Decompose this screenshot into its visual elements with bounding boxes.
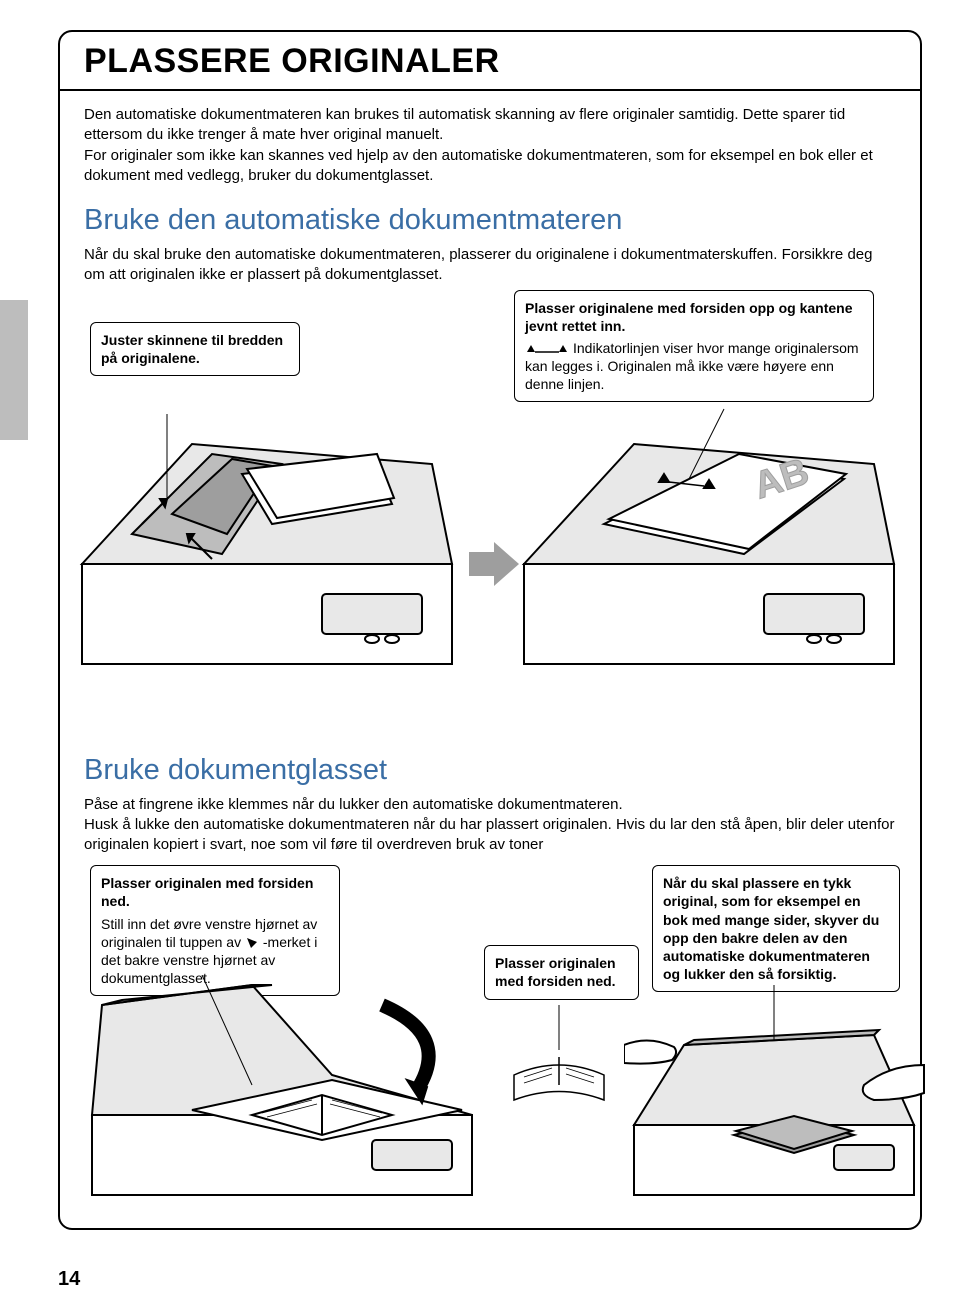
- callout-text: Juster skinnene til bredden på originale…: [101, 332, 283, 366]
- illustration-adf: AB: [84, 404, 896, 694]
- callout-text: Plasser originalene med forsiden opp og …: [525, 300, 853, 334]
- page-title: PLASSERE ORIGINALER: [84, 42, 896, 81]
- callout-text: Plasser originalen med forsiden ned.: [495, 955, 616, 989]
- intro-text: Den automatiske dokumentmateren kan bruk…: [84, 105, 896, 186]
- content-frame: PLASSERE ORIGINALER Den automatiske doku…: [58, 30, 922, 1230]
- printer-glass-left-icon: [72, 975, 492, 1205]
- section1-body: Når du skal bruke den automatiske dokume…: [84, 245, 896, 286]
- side-tab: [0, 300, 28, 440]
- callout-thick-original: Når du skal plassere en tykk original, s…: [652, 865, 900, 992]
- callout-text: Plasser originalen med forsiden ned.: [101, 875, 313, 909]
- callout-adjust-guides: Juster skinnene til bredden på originale…: [90, 322, 300, 376]
- callout-face-up: Plasser originalene med forsiden opp og …: [514, 290, 874, 403]
- callout-text: Når du skal plassere en tykk original, s…: [663, 875, 879, 982]
- section2-heading: Bruke dokumentglasset: [84, 754, 896, 787]
- printer-glass-right-icon: [624, 985, 934, 1205]
- callout-subtext: Indikatorlinjen viser hvor mange origina…: [525, 339, 863, 394]
- corner-mark-icon: [245, 936, 259, 950]
- booklet-icon: [484, 1005, 644, 1125]
- printer-left-icon: [72, 404, 472, 684]
- page-number: 14: [58, 1268, 80, 1291]
- callout-face-down-mid: Plasser originalen med forsiden ned.: [484, 945, 639, 999]
- section1-heading: Bruke den automatiske dokumentmateren: [84, 204, 896, 237]
- title-box: PLASSERE ORIGINALER: [60, 32, 920, 91]
- indicator-icon: [525, 343, 569, 355]
- printer-right-icon: AB: [514, 404, 914, 684]
- section2-body: Påse at fingrene ikke klemmes når du luk…: [84, 795, 896, 856]
- illustration-glass: Plasser originalen med forsiden ned. Sti…: [84, 865, 896, 1185]
